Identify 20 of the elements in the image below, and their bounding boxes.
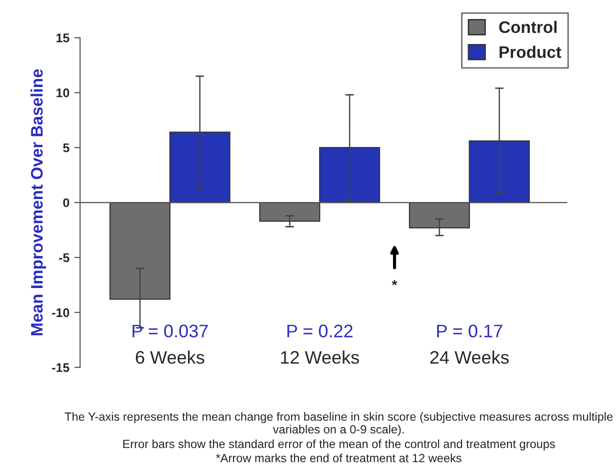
x-tick-label: 24 Weeks	[430, 350, 509, 364]
y-tick-label: 15	[56, 34, 70, 42]
annotation: P = 0.22	[287, 324, 352, 338]
y-tick-label: 10	[56, 88, 70, 98]
y-tick-label: -5	[59, 253, 70, 262]
text: *Arrow marks the end of treatment at 12 weeks	[216, 454, 462, 462]
legend-label: Control	[499, 20, 557, 34]
text: Error bars show the standard error of the mean of the control and treatment groups	[123, 439, 555, 450]
legend-label: Product	[500, 46, 562, 58]
annotation: P = 0.17	[437, 324, 502, 338]
text: The Y-axis represents the mean change from baseline in skin score (subjective measures across multiple variables on a 0-9 scale).	[64, 412, 613, 436]
x-tick-label: 12 Weeks	[281, 350, 359, 364]
y-tick-label: 5	[63, 144, 70, 152]
y-tick-label: -15	[52, 363, 70, 372]
x-tick-label: 6 Weeks	[136, 350, 204, 364]
annotation: P = 0.037	[132, 324, 208, 338]
y-tick-label: 0	[63, 198, 70, 208]
annotation: *	[392, 280, 398, 286]
y-tick-label: -10	[52, 308, 70, 318]
y-axis-title: Mean Improvement Over Baseline	[30, 69, 46, 336]
